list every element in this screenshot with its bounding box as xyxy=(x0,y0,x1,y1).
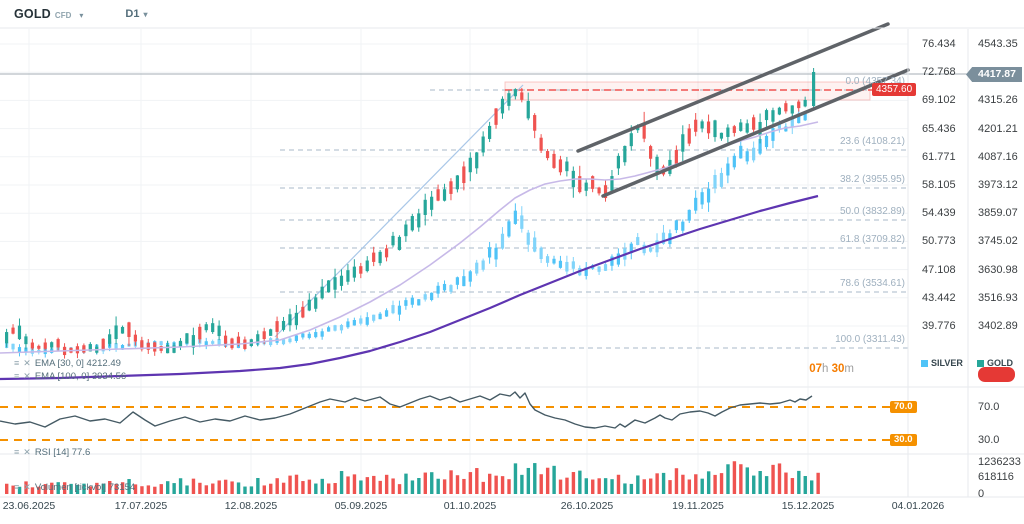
rsi-lower-badge[interactable]: 30.0 xyxy=(890,434,917,446)
close-icon[interactable]: ✕ xyxy=(23,371,31,381)
silver-axis-tick: 61.771 xyxy=(922,150,956,163)
gold-axis-tick: 4201.21 xyxy=(978,122,1018,135)
timeframe-selector[interactable]: D1 ▾ xyxy=(125,8,147,20)
volume-axis-tick: 1236233 xyxy=(978,456,1021,468)
ema30-row: ≡ ✕ EMA [30, 0] 4212.49 xyxy=(14,358,121,369)
symbol-name: GOLD xyxy=(14,7,51,21)
gold-axis-tick: 4315.26 xyxy=(978,94,1018,107)
timer-hours: 07 xyxy=(809,363,822,375)
ema100-row: ≡ ✕ EMA [100, 0] 3934.56 xyxy=(14,371,126,382)
silver-axis-tick: 54.439 xyxy=(922,207,956,220)
date-axis-tick: 23.06.2025 xyxy=(2,500,56,512)
alert-price-badge[interactable]: 4357.60 xyxy=(872,83,917,96)
gold-swatch xyxy=(977,359,984,367)
fib-level-label: 61.8 (3709.82) xyxy=(839,234,905,245)
gold-axis-tick: 3859.07 xyxy=(978,207,1018,220)
close-icon[interactable]: ✕ xyxy=(23,482,31,492)
volume-axis-tick: 0 xyxy=(978,488,985,500)
silver-axis-tick: 43.442 xyxy=(922,291,956,304)
ema100-label: EMA [100, 0] 3934.56 xyxy=(34,371,127,382)
sell-button[interactable] xyxy=(978,367,1015,382)
rsi-row: ≡ ✕ RSI [14] 77.6 xyxy=(14,447,90,458)
volume-axis-tick: 618116 xyxy=(978,471,1014,483)
rsi-label: RSI [14] 77.6 xyxy=(34,447,91,458)
date-axis-tick: 17.07.2025 xyxy=(114,500,168,512)
rsi-panel xyxy=(0,391,908,441)
channel-trendlines xyxy=(576,22,910,198)
legend-gold[interactable]: GOLD xyxy=(977,358,1013,368)
date-axis-tick: 26.10.2025 xyxy=(560,500,614,512)
fib-level-label: 78.6 (3534.61) xyxy=(839,278,905,289)
settings-icon[interactable]: ≡ xyxy=(14,482,20,492)
gold-axis-tick: 3973.12 xyxy=(978,179,1018,191)
fib-level-label: 38.2 (3955.95) xyxy=(839,174,905,185)
legend-silver-label: SILVER xyxy=(931,358,963,368)
rsi-upper-badge[interactable]: 70.0 xyxy=(890,401,917,413)
gold-axis-tick: 4543.35 xyxy=(978,38,1018,50)
instrument-type-badge: CFD xyxy=(54,11,72,20)
fib-level-label: 50.0 (3832.89) xyxy=(839,206,905,217)
fib-level-label: 0.0 (4357.34) xyxy=(845,76,906,87)
settings-icon[interactable]: ≡ xyxy=(14,371,20,381)
topbar: GOLD CFD ▾ D1 ▾ xyxy=(0,0,1024,28)
close-icon[interactable]: ✕ xyxy=(23,447,31,457)
gold-axis-tick: 3630.98 xyxy=(978,263,1018,276)
legend-silver[interactable]: SILVER xyxy=(921,358,963,368)
symbol-selector[interactable]: GOLD CFD ▾ xyxy=(14,7,83,21)
ema30-label: EMA [30, 0] 4212.49 xyxy=(34,358,121,369)
current-price-tag: 4417.87 xyxy=(966,67,1022,82)
ema100-line xyxy=(0,194,819,381)
candle-countdown-timer: 07h 30m xyxy=(809,363,854,375)
fib-level-label: 23.6 (4108.21) xyxy=(839,136,905,147)
resistance-zone xyxy=(504,81,908,101)
silver-axis-tick: 76.434 xyxy=(922,38,956,50)
silver-axis-tick: 69.102 xyxy=(922,94,956,107)
date-axis-tick: 01.10.2025 xyxy=(443,500,497,512)
volume-bars xyxy=(5,461,820,494)
trendline-blue xyxy=(274,84,524,338)
rsi-axis-tick: 30.0 xyxy=(978,434,1000,446)
gold-axis-tick: 3745.02 xyxy=(978,235,1018,248)
gold-axis-tick: 3516.93 xyxy=(978,291,1018,304)
silver-axis-tick: 65.436 xyxy=(922,122,956,135)
silver-axis-tick: 39.776 xyxy=(922,320,956,332)
rsi-axis-tick: 70.0 xyxy=(978,401,1000,413)
panel-separators xyxy=(0,27,1024,498)
date-axis-tick: 19.11.2025 xyxy=(672,500,724,512)
date-axis-tick: 15.12.2025 xyxy=(781,500,835,512)
grid-lines xyxy=(0,29,908,497)
date-axis-tick: 04.01.2026 xyxy=(891,500,945,512)
fib-level-label: 100.0 (3311.43) xyxy=(835,334,905,345)
silver-swatch xyxy=(921,359,928,367)
date-axis-tick: 05.09.2025 xyxy=(334,500,388,512)
silver-axis-tick: 58.105 xyxy=(922,179,956,191)
silver-axis-tick: 47.108 xyxy=(922,263,956,276)
gold-axis-tick: 4087.16 xyxy=(978,150,1018,163)
silver-axis-tick: 50.773 xyxy=(922,235,956,248)
gold-axis-tick: 3402.89 xyxy=(978,320,1018,332)
date-axis-tick: 12.08.2025 xyxy=(224,500,278,512)
timer-minutes: 30 xyxy=(831,363,845,375)
chevron-down-icon: ▾ xyxy=(79,11,84,20)
legend-gold-label: GOLD xyxy=(987,358,1013,368)
timeframe-label: D1 xyxy=(125,8,140,20)
settings-icon[interactable]: ≡ xyxy=(14,358,20,368)
timer-minutes-unit: m xyxy=(844,363,854,375)
chevron-down-icon: ▾ xyxy=(143,9,148,19)
volume-label: Volumen [tickvol] 73154 xyxy=(34,482,136,493)
close-icon[interactable]: ✕ xyxy=(23,358,31,368)
settings-icon[interactable]: ≡ xyxy=(14,447,20,457)
timer-hours-unit: h xyxy=(822,363,829,375)
silver-axis-tick: 72.768 xyxy=(922,66,956,79)
volume-row: ≡ ✕ Volumen [tickvol] 73154 xyxy=(14,482,135,493)
